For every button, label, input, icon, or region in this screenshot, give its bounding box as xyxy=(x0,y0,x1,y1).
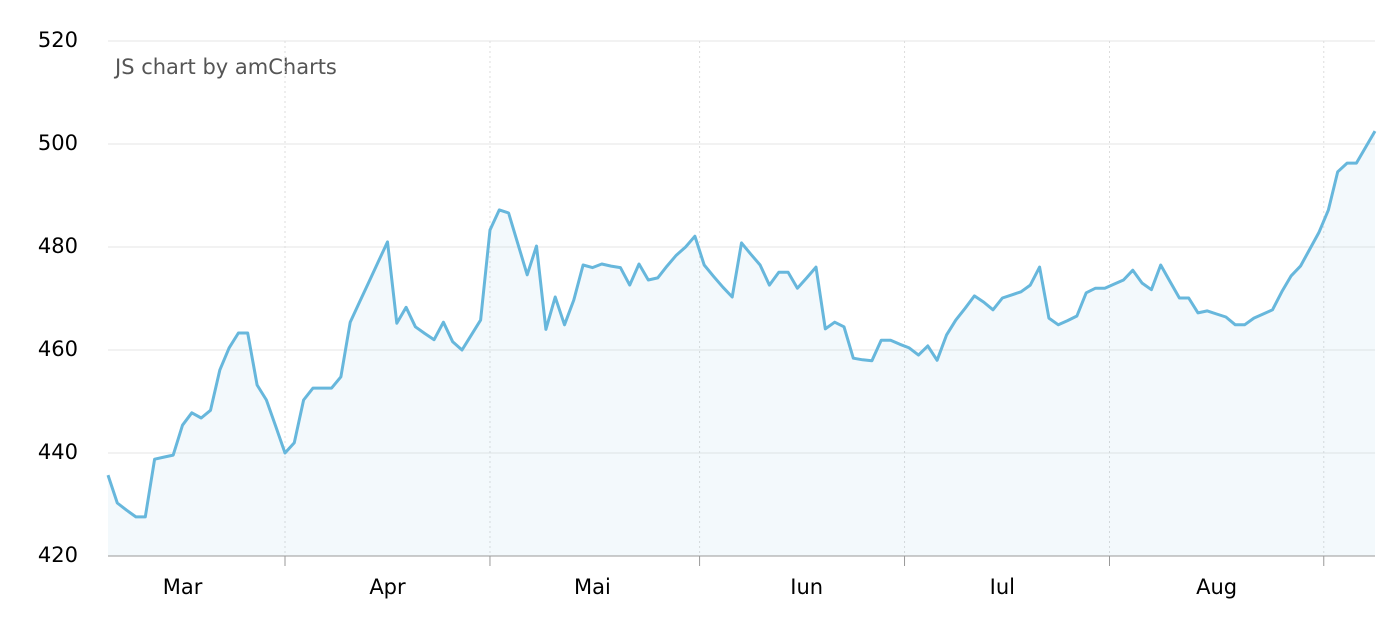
x-tick-label: Apr xyxy=(369,575,406,599)
x-tick-label: Mai xyxy=(574,575,611,599)
line xyxy=(106,130,1377,519)
x-tick-label: Mar xyxy=(163,575,203,599)
chart-credit: JS chart by amCharts xyxy=(113,55,337,79)
y-tick-label: 520 xyxy=(38,28,78,52)
x-tick-label: Aug xyxy=(1196,575,1237,599)
y-tick-label: 460 xyxy=(38,337,78,361)
y-tick-label: 440 xyxy=(38,440,78,464)
x-tick-label: Iul xyxy=(990,575,1015,599)
y-tick-label: 480 xyxy=(38,234,78,258)
area-fill xyxy=(108,131,1375,556)
y-tick-label: 420 xyxy=(38,543,78,567)
x-tick-label: Iun xyxy=(790,575,823,599)
y-tick-label: 500 xyxy=(38,131,78,155)
